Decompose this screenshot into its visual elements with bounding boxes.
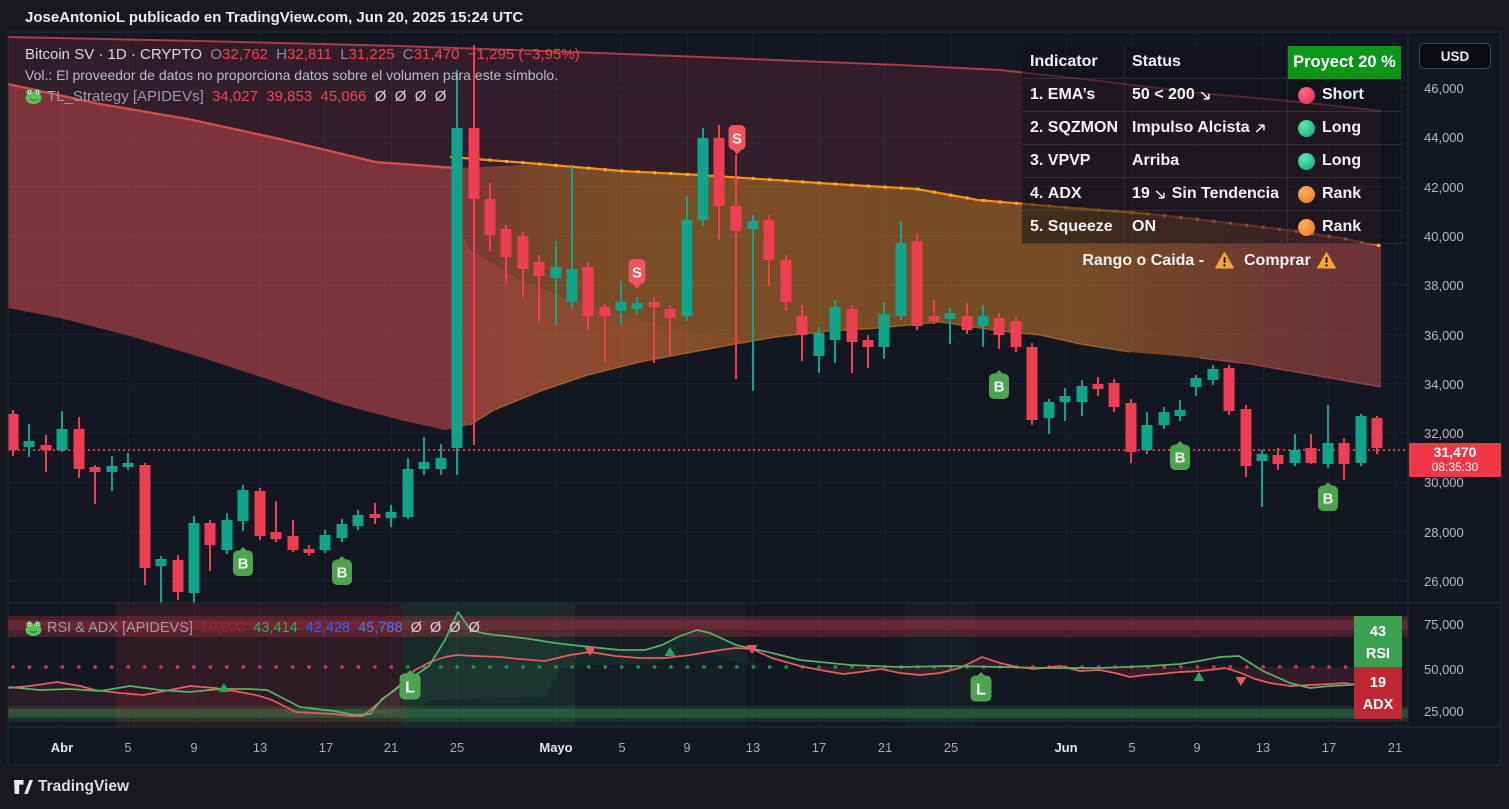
svg-text:S: S — [732, 131, 742, 148]
svg-text:L: L — [976, 682, 986, 699]
svg-text:B: B — [337, 565, 348, 582]
svg-text:B: B — [1323, 491, 1334, 508]
svg-text:B: B — [994, 379, 1005, 396]
svg-text:S: S — [632, 265, 642, 282]
svg-text:B: B — [238, 556, 249, 573]
svg-text:B: B — [1175, 450, 1186, 467]
svg-text:L: L — [405, 680, 415, 697]
